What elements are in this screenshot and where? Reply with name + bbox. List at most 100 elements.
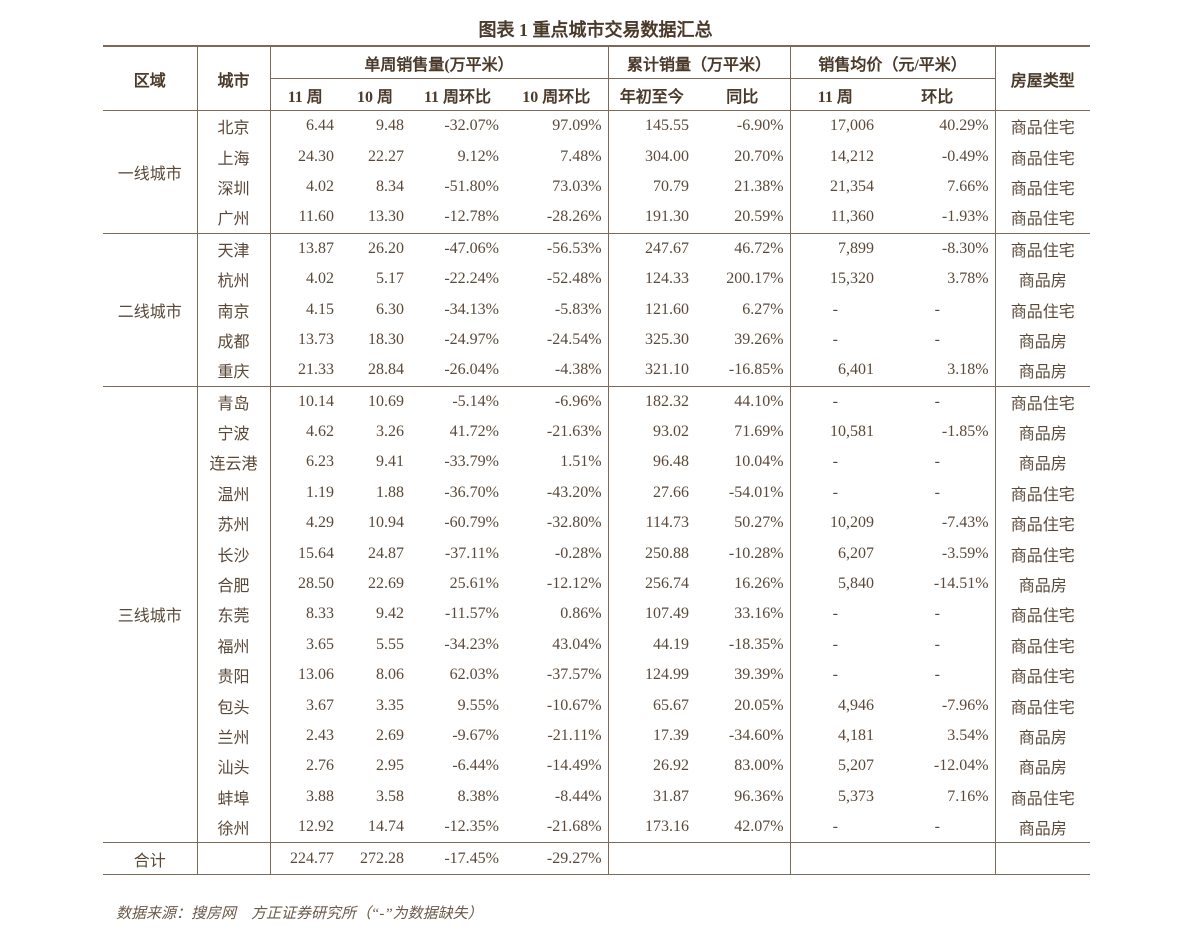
table-row: 福州 3.65 5.55 -34.23% 43.04% 44.19 -18.35% - - 商品住…	[103, 629, 1091, 661]
empty-cell	[880, 843, 995, 875]
value-cell: 13.87	[269, 232, 340, 264]
value-cell: -	[789, 660, 881, 691]
empty-cell	[695, 843, 790, 875]
value-cell: 24.30	[269, 141, 340, 172]
value-cell: 3.67	[269, 690, 340, 721]
value-cell: 28.84	[368, 361, 404, 379]
value-cell: -0.28%	[554, 544, 602, 562]
value-cell: 256.74	[607, 568, 696, 600]
type-cell: 商品住宅	[994, 171, 1091, 203]
value-cell: 13.06	[269, 660, 340, 691]
value-cell: -10.28%	[728, 544, 784, 562]
table-row: 一线城市 北京 6.44 9.48 -32.07% 97.09% 145.55 -6.90% 1…	[103, 110, 1091, 183]
empty-cell	[789, 842, 881, 875]
table-row: 杭州 4.02 5.17 -22.24% -52.48% 124.33 200.17% 15,…	[103, 263, 1091, 295]
value-cell: -18.35%	[728, 635, 784, 653]
value-cell: 62.03%	[449, 666, 499, 684]
total-row: 合计 224.77 272.28 -17.45% -29.27%	[103, 842, 1091, 875]
value-cell: 3.65	[269, 629, 340, 661]
value-cell: -52.48%	[546, 270, 602, 288]
value-cell: 3.54%	[947, 727, 989, 744]
value-cell: 9.48	[376, 117, 404, 135]
type-cell: 商品房	[994, 263, 1091, 295]
value-cell: -12.78%	[444, 208, 499, 226]
value-cell: 12.92	[269, 811, 340, 843]
value-cell: 114.73	[607, 508, 696, 539]
city-cell: 徐州	[196, 811, 270, 843]
table-row: 蚌埠 3.88 3.58 8.38% -8.44% 31.87 96.36% 5,373 7.1…	[103, 781, 1091, 812]
city-cell: 成都	[196, 324, 270, 356]
value-cell: 26.20	[340, 232, 410, 264]
value-cell: 20.70%	[734, 147, 784, 165]
value-cell: -34.60%	[728, 727, 784, 744]
sub-header-cell: 同比	[726, 88, 759, 106]
city-cell: 东莞	[196, 599, 270, 630]
city-cell: 深圳	[196, 171, 270, 203]
type-cell: 商品住宅	[994, 232, 1091, 264]
region-cell: 二线城市	[103, 232, 197, 387]
value-cell: 145.55	[607, 110, 696, 142]
value-cell: 6.30	[376, 300, 404, 318]
value-cell: -43.20%	[546, 483, 602, 501]
table-row: 长沙 15.64 24.87 -37.11% -0.28% 250.88 -10.28% 6,…	[103, 538, 1091, 569]
value-cell: 20.59%	[734, 208, 784, 226]
table-row: 东莞 8.33 9.42 -11.57% 0.86% 107.49 33.16% - - 商品住宅	[103, 599, 1091, 630]
value-cell: 10.94	[368, 514, 404, 532]
value-cell: 65.67	[607, 690, 696, 721]
value-cell: 73.03%	[552, 177, 602, 195]
value-cell: 16.26%	[734, 575, 784, 593]
value-cell: 3.78%	[947, 270, 989, 288]
value-cell: -1.85%	[941, 423, 989, 441]
value-cell: 22.27	[368, 147, 404, 165]
value-cell: -	[789, 324, 881, 356]
value-cell: -37.57%	[546, 666, 602, 684]
type-cell: 商品房	[994, 568, 1091, 600]
value-cell: 7.48%	[560, 147, 602, 165]
value-cell: 4.02	[269, 171, 340, 203]
value-cell: -34.23%	[444, 635, 499, 653]
table-row: 深圳 4.02 8.34 -51.80% 73.03% 70.79 21.38% 21,354…	[103, 171, 1091, 203]
value-cell: -14.51%	[933, 575, 989, 593]
value-cell: -	[934, 666, 940, 684]
value-cell: 1.51%	[560, 453, 602, 471]
table-row: 温州 1.19 1.88 -36.70% -43.20% 27.66 -54.01% - - 商品…	[103, 477, 1091, 509]
value-cell: -6.90%	[736, 117, 784, 135]
type-cell: 商品住宅	[994, 690, 1091, 721]
value-cell: -16.85%	[728, 361, 784, 379]
header-cell: 单周销售量(万平米）	[269, 46, 609, 79]
total-value: 272.28	[360, 849, 404, 867]
value-cell: 200.17%	[726, 270, 784, 288]
value-cell: -	[789, 811, 881, 843]
value-cell: 50.27%	[734, 514, 784, 532]
type-cell: 商品住宅	[994, 294, 1091, 325]
value-cell: -5.14%	[410, 385, 505, 417]
value-cell: 93.02	[607, 416, 696, 448]
value-cell: 321.10	[607, 355, 696, 387]
value-cell: -28.26%	[546, 208, 602, 226]
value-cell: 9.12%	[457, 147, 499, 165]
type-cell: 商品房	[994, 324, 1091, 356]
table-row: 苏州 4.29 10.94 -60.79% -32.80% 114.73 50.27% 10,…	[103, 508, 1091, 539]
table-row: 汕头 2.76 2.95 -6.44% -14.49% 26.92 83.00% 5,207 -…	[103, 751, 1091, 782]
value-cell: 17,006	[789, 110, 881, 142]
city-cell: 宁波	[196, 416, 270, 448]
value-cell: 8.34	[376, 177, 404, 195]
value-cell: -24.97%	[444, 330, 499, 348]
value-cell: -26.04%	[444, 361, 499, 379]
value-cell: -	[789, 477, 881, 509]
value-cell: 325.30	[607, 324, 696, 356]
value-cell: -32.07%	[444, 117, 499, 135]
region-cell: 三线城市	[103, 385, 197, 843]
city-cell: 杭州	[196, 263, 270, 295]
value-cell: -	[934, 483, 940, 501]
value-cell: 6,401	[789, 355, 881, 387]
value-cell: 83.00%	[734, 757, 784, 775]
value-cell: 4.29	[269, 508, 340, 539]
value-cell: 4.15	[269, 294, 340, 325]
value-cell: 8.06	[376, 666, 404, 684]
value-cell: -	[880, 385, 996, 417]
value-cell: 14,212	[789, 141, 881, 172]
value-cell: 6.27%	[742, 300, 784, 318]
value-cell: 2.69	[376, 727, 404, 744]
sub-header-cell: 11 周环比	[423, 88, 492, 106]
